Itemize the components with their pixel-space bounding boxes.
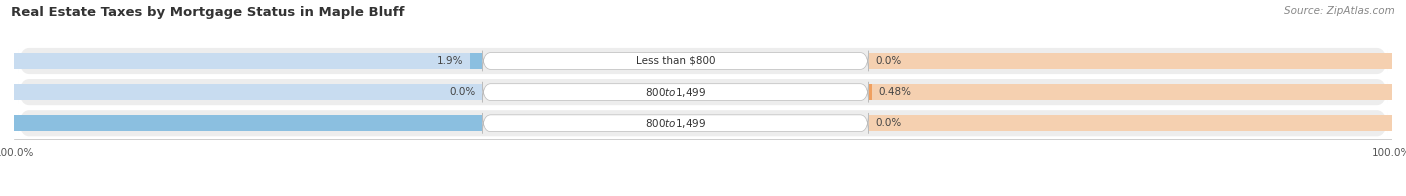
Text: Less than $800: Less than $800 xyxy=(636,56,716,66)
FancyBboxPatch shape xyxy=(482,51,869,71)
Bar xyxy=(869,84,1392,100)
Text: 0.0%: 0.0% xyxy=(450,87,475,97)
FancyBboxPatch shape xyxy=(18,110,1388,136)
Bar xyxy=(14,115,482,131)
Text: 1.9%: 1.9% xyxy=(437,56,463,66)
Text: $800 to $1,499: $800 to $1,499 xyxy=(645,117,706,130)
FancyBboxPatch shape xyxy=(482,82,869,102)
Text: Source: ZipAtlas.com: Source: ZipAtlas.com xyxy=(1284,6,1395,16)
FancyBboxPatch shape xyxy=(18,48,1388,74)
FancyBboxPatch shape xyxy=(18,79,1388,105)
Bar xyxy=(869,84,872,100)
Bar xyxy=(14,53,482,69)
Bar xyxy=(0,115,482,131)
Text: Real Estate Taxes by Mortgage Status in Maple Bluff: Real Estate Taxes by Mortgage Status in … xyxy=(11,6,405,19)
Text: 0.0%: 0.0% xyxy=(876,56,901,66)
Bar xyxy=(14,84,482,100)
Bar xyxy=(869,53,1392,69)
Text: $800 to $1,499: $800 to $1,499 xyxy=(645,86,706,99)
FancyBboxPatch shape xyxy=(482,113,869,133)
Text: 0.48%: 0.48% xyxy=(879,87,911,97)
Bar xyxy=(470,53,482,69)
Text: 0.0%: 0.0% xyxy=(876,118,901,128)
Bar xyxy=(869,115,1392,131)
